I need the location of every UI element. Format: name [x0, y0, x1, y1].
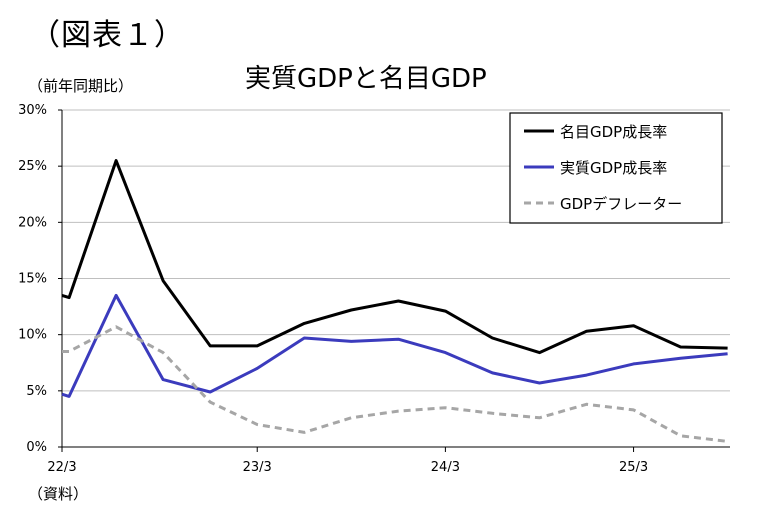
x-tick-label: 22/3 — [47, 460, 76, 475]
source-label: （資料） — [28, 485, 89, 503]
x-tick-label: 24/3 — [431, 460, 460, 475]
figure-label: （図表１） — [30, 18, 185, 53]
series-line-1 — [61, 159, 728, 355]
axis-layer: 0% 5% 10% 15% 20% 25% 30% 22/3 23/3 24/3 25/3 — [18, 103, 730, 475]
legend-label-3: GDPデフレーター — [560, 195, 682, 213]
x-tick-label: 23/3 — [243, 460, 272, 475]
y-tick-label: 0% — [26, 440, 47, 455]
y-tick-label: 20% — [18, 215, 47, 230]
legend-label-1: 名目GDP成長率 — [560, 123, 667, 141]
series-line-3 — [62, 325, 728, 443]
y-tick-label: 25% — [18, 159, 47, 174]
series-line-2 — [61, 293, 728, 398]
y-tick-label: 5% — [26, 384, 47, 399]
series-layer — [61, 159, 728, 443]
chart-title: 実質GDPと名目GDP — [245, 64, 487, 94]
y-axis-unit-label: （前年同期比） — [28, 77, 134, 95]
y-tick-label: 15% — [18, 272, 47, 287]
y-tick-label: 30% — [18, 103, 47, 118]
legend-label-2: 実質GDP成長率 — [560, 159, 667, 177]
y-tick-label: 10% — [18, 328, 47, 343]
x-tick-label: 25/3 — [619, 460, 648, 475]
